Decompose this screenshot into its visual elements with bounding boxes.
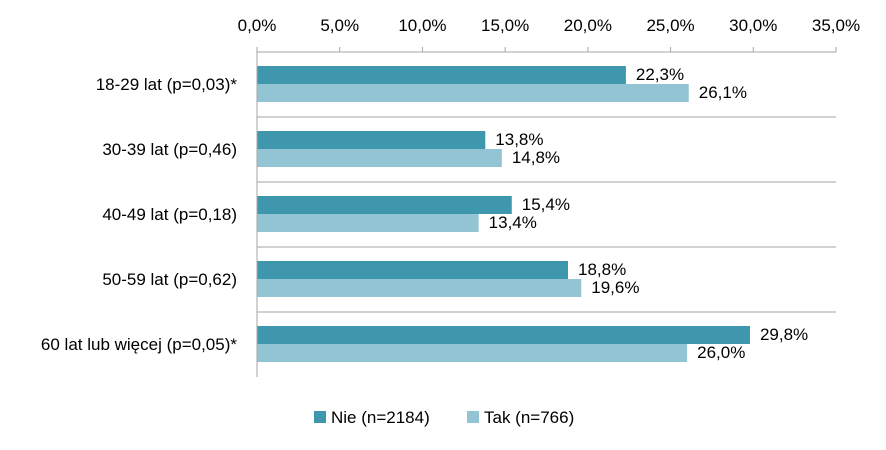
data-labels: 22,3% 13,8% 15,4% 18,8% 29,8% 26,1% 14,8% 13,4%… xyxy=(489,65,809,362)
x-tick-label: 30,0% xyxy=(729,16,777,35)
bar-tak xyxy=(257,149,502,167)
x-tick-label: 10,0% xyxy=(398,16,446,35)
x-tick-label: 0,0% xyxy=(238,16,277,35)
bar-nie xyxy=(257,66,626,84)
data-label: 26,1% xyxy=(699,83,747,102)
category-label: 50-59 lat (p=0,62) xyxy=(102,270,237,289)
category-label: 30-39 lat (p=0,46) xyxy=(102,140,237,159)
bar-tak xyxy=(257,344,688,362)
category-labels: 18-29 lat (p=0,03)* 30-39 lat (p=0,46) 40-… xyxy=(41,75,237,354)
bar-nie xyxy=(257,131,486,149)
category-label: 60 lat lub więcej (p=0,05)* xyxy=(41,335,237,354)
data-label: 18,8% xyxy=(578,260,626,279)
x-tick-labels: 0,0% 5,0% 10,0% 15,0% 20,0% 25,0% 30,0% 35,0% xyxy=(238,16,860,35)
bar-nie xyxy=(257,261,569,279)
x-tick-label: 35,0% xyxy=(812,16,860,35)
data-label: 13,4% xyxy=(489,213,537,232)
bar-tak xyxy=(257,84,689,102)
data-label: 13,8% xyxy=(495,130,543,149)
category-label: 18-29 lat (p=0,03)* xyxy=(96,75,238,94)
category-separators xyxy=(257,116,836,313)
data-label: 26,0% xyxy=(697,343,745,362)
data-label: 22,3% xyxy=(636,65,684,84)
axes xyxy=(256,47,837,377)
x-tick-label: 5,0% xyxy=(320,16,359,35)
legend-label: Nie (n=2184) xyxy=(331,408,430,427)
category-label: 40-49 lat (p=0,18) xyxy=(102,205,237,224)
legend: Nie (n=2184) Tak (n=766) xyxy=(314,408,574,427)
bar-nie xyxy=(257,196,512,214)
bars xyxy=(257,66,750,362)
legend-label: Tak (n=766) xyxy=(484,408,574,427)
data-label: 15,4% xyxy=(522,195,570,214)
data-label: 19,6% xyxy=(591,278,639,297)
bar-tak xyxy=(257,214,479,232)
legend-swatch xyxy=(467,411,479,423)
x-tick-label: 25,0% xyxy=(646,16,694,35)
legend-swatch xyxy=(314,411,326,423)
x-tick-label: 15,0% xyxy=(481,16,529,35)
data-label: 14,8% xyxy=(512,148,560,167)
bar-nie xyxy=(257,326,750,344)
bar-tak xyxy=(257,279,582,297)
x-tick-label: 20,0% xyxy=(564,16,612,35)
data-label: 29,8% xyxy=(760,325,808,344)
